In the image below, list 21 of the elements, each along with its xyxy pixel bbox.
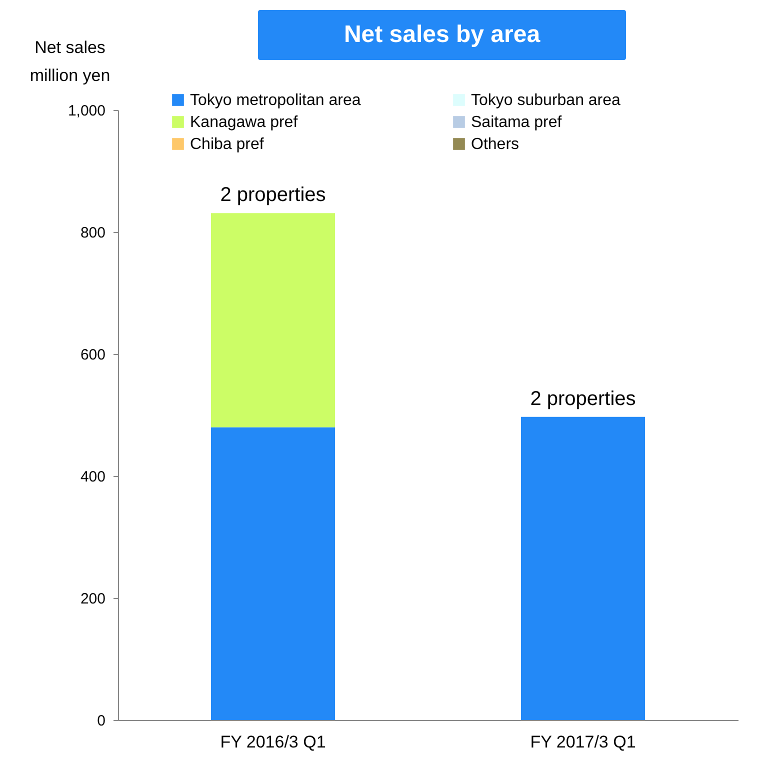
bar <box>521 416 645 720</box>
legend-label: Kanagawa pref <box>190 114 298 131</box>
legend-label: Chiba pref <box>190 136 264 153</box>
x-tick-label: FY 2017/3 Q1 <box>530 732 636 752</box>
y-tick-label: 600 <box>80 346 106 364</box>
x-tick-label: FY 2016/3 Q1 <box>220 732 326 752</box>
y-tick-label: 1,000 <box>68 102 106 120</box>
y-tick-label: 800 <box>80 224 106 242</box>
legend-label: Saitama pref <box>471 114 562 131</box>
legend-label: Others <box>471 136 520 153</box>
chart-title: Net sales by area <box>344 21 541 48</box>
y-tick-label: 200 <box>80 590 106 608</box>
y-axis-title: Net sales million yen <box>30 38 110 85</box>
y-tick-label: 400 <box>80 468 106 486</box>
legend-label: Tokyo suburban area <box>471 92 621 109</box>
annotation: 2 properties <box>220 184 326 206</box>
bar <box>211 427 335 720</box>
legend-label: Tokyo metropolitan area <box>190 92 361 109</box>
y-tick-label: 0 <box>97 712 106 730</box>
annotation: 2 properties <box>530 388 636 410</box>
bar <box>211 213 335 428</box>
